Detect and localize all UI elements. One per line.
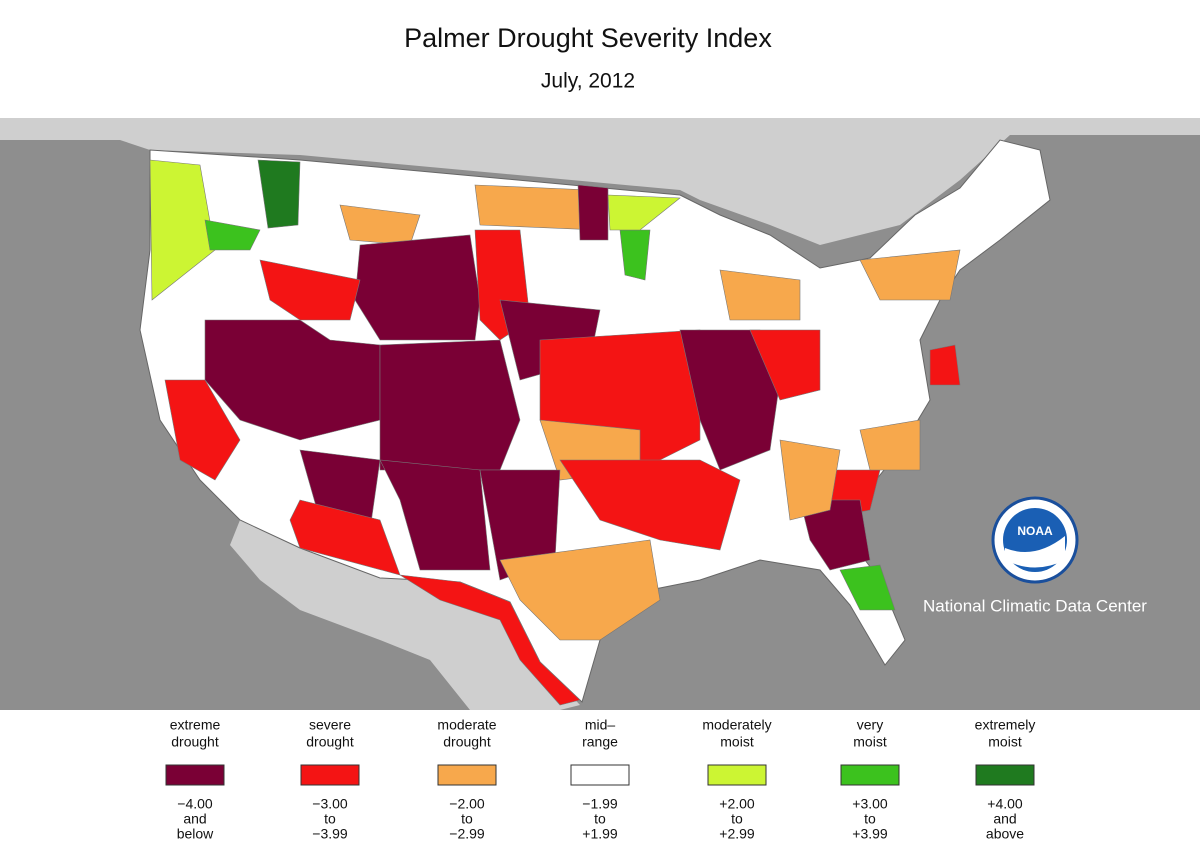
legend-label: drought	[306, 734, 354, 750]
legend-range: above	[986, 826, 1024, 842]
legend-range: +2.00	[719, 796, 755, 812]
region	[577, 184, 609, 241]
region	[859, 419, 921, 471]
region	[619, 229, 651, 281]
legend-swatch	[707, 764, 767, 786]
canada	[0, 118, 1200, 245]
legend-range: −1.99	[582, 796, 618, 812]
region	[164, 379, 241, 481]
legend-range: +3.99	[852, 826, 888, 842]
region	[607, 194, 681, 231]
region	[379, 339, 521, 471]
legend-label: drought	[443, 734, 491, 750]
region	[259, 259, 361, 321]
legend-range: −3.00	[312, 796, 348, 812]
legend-range: and	[183, 811, 206, 827]
legend-label: moist	[988, 734, 1022, 750]
map-title: Palmer Drought Severity Index	[404, 23, 772, 53]
legend-label: moderate	[437, 717, 496, 733]
region	[399, 574, 581, 706]
region	[499, 539, 661, 641]
legend-range: −4.00	[177, 796, 213, 812]
legend-label: moist	[853, 734, 887, 750]
legend-range: to	[864, 811, 876, 827]
legend-swatch	[437, 764, 497, 786]
legend-range: +1.99	[582, 826, 618, 842]
region	[779, 439, 841, 521]
mexico	[230, 520, 580, 710]
legend-range: −2.00	[449, 796, 485, 812]
region	[559, 459, 741, 551]
drought-regions	[149, 159, 961, 706]
legend-label: very	[857, 717, 883, 733]
legend: extremedrought−4.00andbelowseveredrought…	[165, 717, 1036, 842]
legend-range: to	[461, 811, 473, 827]
logo-bird	[1005, 536, 1065, 568]
legend-range: to	[731, 811, 743, 827]
legend-swatch	[975, 764, 1035, 786]
legend-range: below	[177, 826, 214, 842]
map-subtitle: July, 2012	[541, 70, 635, 93]
region	[749, 329, 821, 401]
legend-label: severe	[309, 717, 351, 733]
legend-swatch	[300, 764, 360, 786]
region	[929, 344, 961, 386]
legend-range: −2.99	[449, 826, 485, 842]
legend-range: +3.00	[852, 796, 888, 812]
region	[257, 159, 301, 229]
legend-label: mid–	[585, 717, 616, 733]
region	[799, 499, 871, 571]
legend-label: moderately	[702, 717, 771, 733]
legend-swatch	[570, 764, 630, 786]
legend-label: extremely	[975, 717, 1036, 733]
legend-label: range	[582, 734, 618, 750]
legend-swatch	[165, 764, 225, 786]
region	[839, 564, 896, 611]
region	[859, 249, 961, 301]
legend-range: +2.99	[719, 826, 755, 842]
legend-label: drought	[171, 734, 219, 750]
region	[289, 499, 401, 576]
legend-range: +4.00	[987, 796, 1023, 812]
legend-range: to	[324, 811, 336, 827]
legend-range: and	[993, 811, 1016, 827]
credit: National Climatic Data Center	[923, 596, 1147, 615]
legend-label: extreme	[170, 717, 221, 733]
region	[204, 219, 261, 251]
region	[379, 459, 491, 571]
logo-text: NOAA	[1017, 524, 1053, 538]
legend-range: to	[594, 811, 606, 827]
region	[719, 269, 801, 321]
legend-swatch	[840, 764, 900, 786]
legend-label: moist	[720, 734, 754, 750]
region	[354, 234, 481, 341]
legend-range: −3.99	[312, 826, 348, 842]
